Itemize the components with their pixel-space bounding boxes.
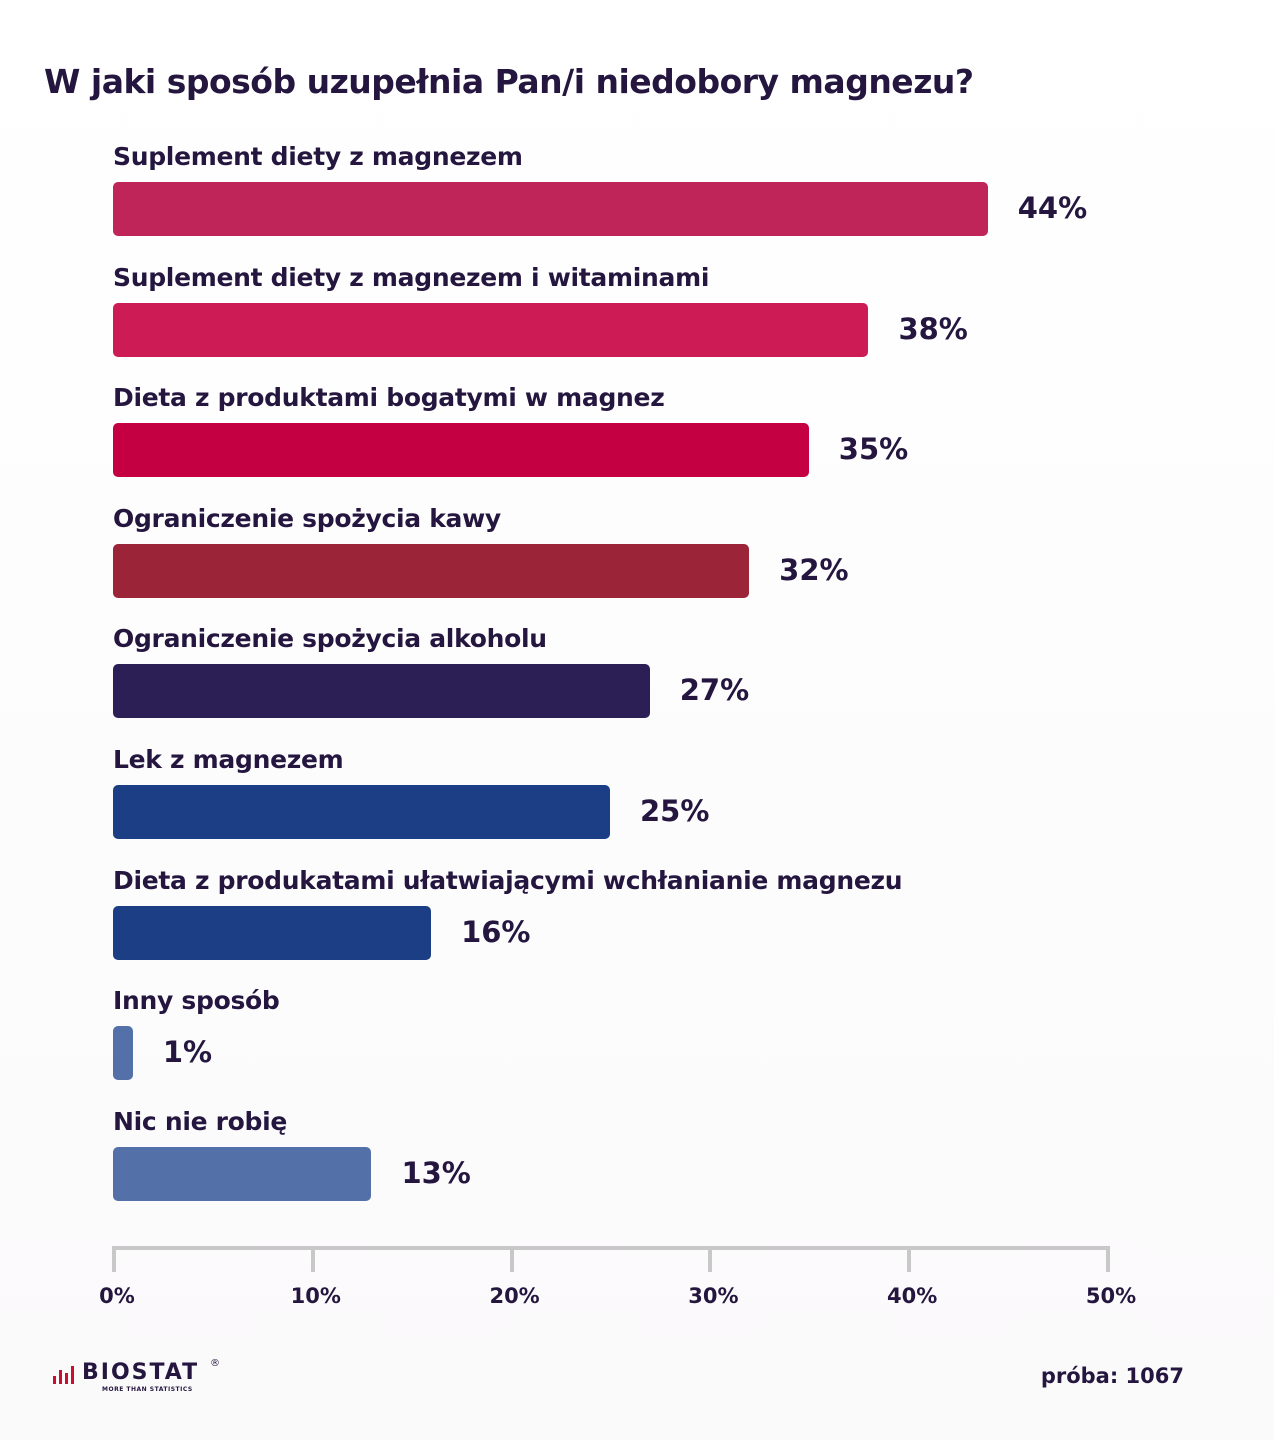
logo-text: BIOSTAT xyxy=(82,1360,200,1385)
value-label: 38% xyxy=(898,311,968,346)
x-tick-label: 40% xyxy=(887,1284,938,1308)
x-axis-tick xyxy=(310,1246,315,1272)
x-tick-label: 0% xyxy=(99,1284,135,1308)
x-axis-tick xyxy=(907,1246,912,1272)
value-label: 27% xyxy=(679,673,750,708)
category-label: Ograniczenie spożycia alkoholu xyxy=(113,624,547,654)
x-tick-label: 50% xyxy=(1085,1284,1137,1308)
x-axis-line xyxy=(113,1246,1109,1250)
category-label: Dieta z produktami bogatymi w magnez xyxy=(113,383,665,413)
category-label: Lek z magnezem xyxy=(113,745,344,774)
registered-mark: ® xyxy=(210,1358,220,1369)
x-axis-tick xyxy=(1106,1246,1110,1272)
x-axis-tick xyxy=(708,1246,713,1272)
value-label: 13% xyxy=(401,1155,471,1190)
value-label: 32% xyxy=(779,552,849,587)
chart-title: W jaki sposób uzupełnia Pan/i niedobory … xyxy=(44,62,974,101)
x-tick-label: 10% xyxy=(290,1284,341,1308)
x-tick-label: 30% xyxy=(688,1284,739,1308)
bar xyxy=(113,1026,133,1081)
category-label: Inny sposób xyxy=(113,986,280,1016)
x-axis-tick xyxy=(112,1246,116,1272)
category-label: Suplement diety z magnezem i witaminami xyxy=(113,262,710,292)
category-label: Dieta z produkatami ułatwiającymi wchłan… xyxy=(113,865,903,895)
bar xyxy=(113,785,610,839)
value-label: 44% xyxy=(1017,191,1088,225)
value-label: 16% xyxy=(461,914,531,949)
bar xyxy=(113,302,869,357)
bar xyxy=(113,543,750,598)
value-label: 35% xyxy=(838,432,909,467)
biostat-logo: BIOSTAT ® MORE THAN STATISTICS xyxy=(52,1358,232,1398)
category-label: Suplement diety z magnezem xyxy=(113,142,523,171)
bar xyxy=(113,423,809,478)
bar xyxy=(113,664,650,719)
category-label: Ograniczenie spożycia kawy xyxy=(113,503,501,533)
category-label: Nic nie robię xyxy=(113,1106,288,1136)
bar xyxy=(113,1146,372,1201)
bar xyxy=(113,182,988,236)
value-label: 1% xyxy=(162,1035,213,1070)
value-label: 25% xyxy=(640,794,710,828)
logo-tagline: MORE THAN STATISTICS xyxy=(102,1386,193,1393)
bar-chart-icon xyxy=(53,1366,74,1384)
bar xyxy=(113,905,432,960)
x-tick-label: 20% xyxy=(489,1284,540,1308)
sample-size: próba: 1067 xyxy=(1040,1364,1184,1388)
x-axis-tick xyxy=(509,1246,514,1272)
